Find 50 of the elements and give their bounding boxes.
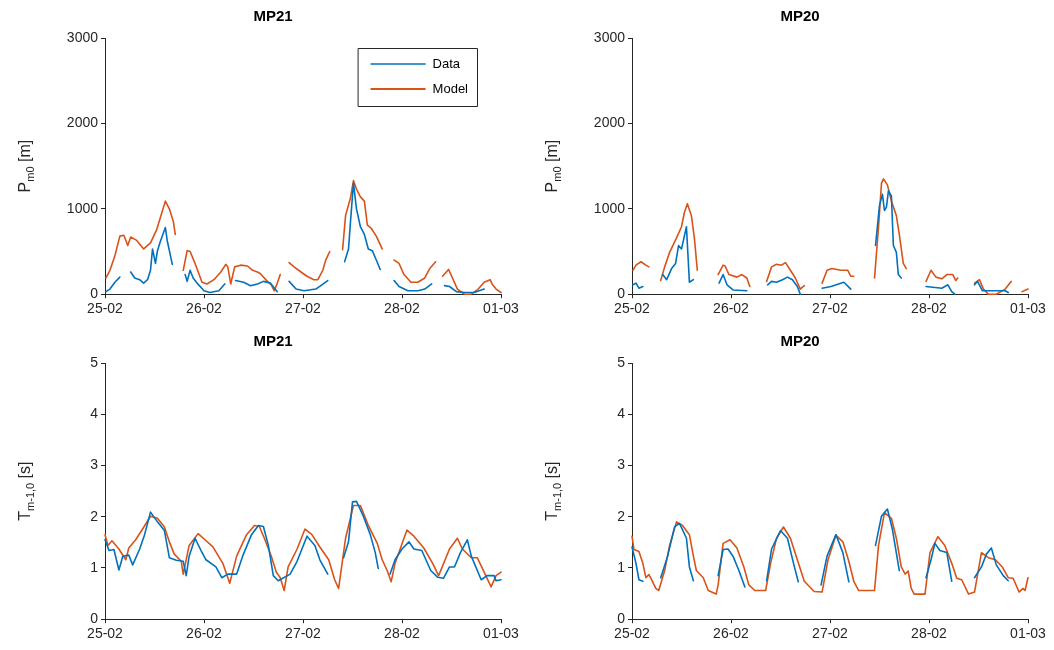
legend-label: Model [432,80,469,96]
y-tick-label: 4 [90,405,99,422]
y-tick-label: 0 [617,610,626,627]
x-tick-label: 27-02 [812,625,849,642]
y-axis-title: Pm0 [m] [543,139,563,193]
y-tick-label: 0 [90,610,99,627]
y-tick-label: 1000 [66,199,99,216]
chart-title: MP21 [253,332,293,350]
x-tick-label: 01-03 [1010,625,1047,642]
y-tick-label: 3 [617,456,626,473]
x-tick-label: 26-02 [186,625,223,642]
x-tick-label: 25-02 [614,300,651,317]
chart-title: MP20 [780,332,820,350]
y-tick-label: 0 [90,285,99,302]
chart-title: MP20 [780,7,820,25]
x-tick-label: 01-03 [483,300,520,317]
x-tick-label: 28-02 [384,300,421,317]
y-tick-label: 1000 [593,199,626,216]
legend-label: Data [432,55,461,71]
y-axis-title: Tm-1,0 [s] [543,461,563,521]
x-tick-label: 28-02 [911,625,948,642]
y-tick-label: 1 [90,558,99,575]
y-tick-label: 1 [617,558,626,575]
x-tick-label: 26-02 [713,625,750,642]
y-tick-label: 4 [617,405,626,422]
x-tick-label: 28-02 [384,625,421,642]
chart-title: MP21 [253,7,293,25]
y-axis-title: Tm-1,0 [s] [16,461,36,521]
x-tick-label: 26-02 [713,300,750,317]
y-tick-label: 3000 [593,28,626,45]
y-tick-label: 3 [90,456,99,473]
y-tick-label: 5 [617,353,626,370]
x-tick-label: 01-03 [483,625,520,642]
x-tick-label: 01-03 [1010,300,1047,317]
x-tick-label: 25-02 [614,625,651,642]
y-axis-title: Pm0 [m] [16,139,36,193]
y-tick-label: 2000 [593,114,626,131]
x-tick-label: 25-02 [87,300,124,317]
x-tick-label: 27-02 [812,300,849,317]
y-tick-label: 2000 [66,114,99,131]
y-tick-label: 2 [90,507,99,524]
x-tick-label: 26-02 [186,300,223,317]
y-tick-label: 3000 [66,28,99,45]
x-tick-label: 27-02 [285,300,322,317]
x-tick-label: 25-02 [87,625,124,642]
x-tick-label: 27-02 [285,625,322,642]
y-tick-label: 2 [617,507,626,524]
y-tick-label: 5 [90,353,99,370]
x-tick-label: 28-02 [911,300,948,317]
y-tick-label: 0 [617,285,626,302]
